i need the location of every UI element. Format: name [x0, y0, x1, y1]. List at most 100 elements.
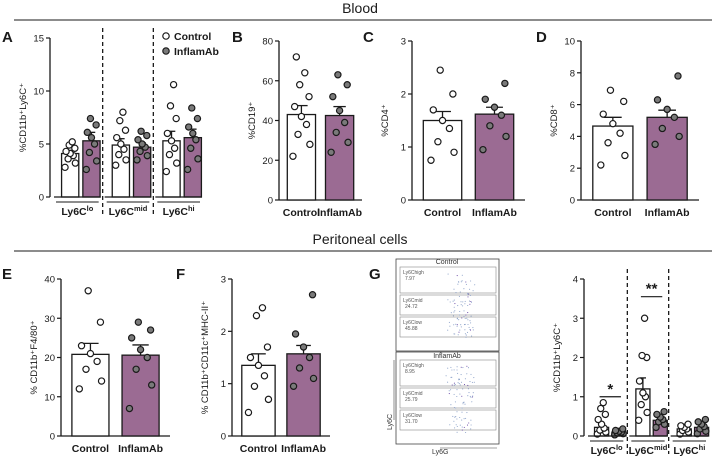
flow-event	[460, 366, 462, 368]
x-tick-label: InflamAb	[645, 207, 690, 219]
x-tick-label: Control	[594, 207, 631, 219]
y-tick-label: 15	[33, 34, 44, 45]
flow-event	[466, 331, 469, 333]
flow-event	[472, 329, 474, 331]
flow-event	[452, 300, 454, 302]
data-point	[87, 133, 96, 142]
data-point	[122, 156, 130, 164]
flow-event	[468, 326, 470, 328]
flow-event	[450, 404, 452, 406]
flow-event	[455, 407, 457, 409]
legend-inflamab-label: InflamAb	[174, 46, 219, 58]
data-point	[694, 418, 702, 426]
data-point	[125, 404, 134, 413]
flow-xlabel: Ly6G	[432, 449, 448, 456]
bar	[286, 353, 321, 437]
y-tick-label: 10	[33, 87, 44, 98]
flow-event	[463, 324, 466, 326]
flow-gate-label: Ly6Chigh	[403, 363, 424, 369]
data-point	[172, 159, 181, 167]
chart-C: 0 1 2 3 %CD4⁺ C Control InflamAb	[363, 29, 525, 219]
flow-event	[474, 284, 476, 286]
flow-event	[450, 312, 452, 314]
flow-event	[454, 416, 456, 418]
flow-event	[467, 312, 469, 314]
y-tick-label: 10	[564, 37, 575, 48]
flow-event	[464, 303, 466, 305]
flow-event	[463, 288, 465, 290]
data-point	[597, 404, 605, 413]
y-tick-label: 2	[401, 90, 406, 101]
data-point	[619, 425, 627, 433]
data-point	[68, 138, 76, 146]
x-tick-label: Control	[72, 443, 109, 455]
flow-event	[447, 273, 449, 275]
flow-event	[469, 381, 471, 383]
data-point	[162, 167, 171, 176]
data-point	[436, 66, 444, 74]
flow-event	[470, 315, 472, 317]
flow-event	[458, 382, 460, 385]
y-tick-label: 1	[573, 392, 578, 403]
flow-event	[457, 372, 459, 374]
flow-event	[471, 396, 474, 398]
y-tick-label: 30	[44, 314, 55, 325]
flow-event	[459, 393, 461, 395]
flow-event	[450, 376, 452, 378]
flow-event	[458, 331, 460, 333]
y-axis-label: % CD11b⁺F4/80⁺	[29, 320, 40, 394]
data-point	[329, 92, 337, 101]
data-point	[292, 53, 301, 61]
flow-event	[473, 381, 475, 383]
y-tick-label: 8	[570, 68, 575, 79]
flow-event	[461, 407, 463, 409]
flow-event	[472, 327, 474, 329]
flow-event	[458, 319, 460, 321]
flow-event	[456, 325, 458, 327]
data-point	[93, 357, 101, 366]
data-point	[334, 71, 342, 79]
x-tick-label: InflamAb	[472, 207, 517, 219]
data-point	[82, 165, 90, 174]
flow-event	[456, 366, 458, 368]
flow-event	[462, 301, 464, 303]
flow-event	[469, 395, 471, 397]
flow-event	[463, 418, 465, 420]
flow-event	[463, 384, 466, 386]
panel-letter: C	[363, 29, 374, 46]
flow-event	[466, 365, 468, 367]
data-point	[309, 374, 318, 383]
flow-event	[466, 424, 469, 426]
flow-event	[449, 424, 451, 426]
flow-event	[459, 291, 461, 293]
flow-event	[452, 415, 454, 417]
chart-E: 0 10 20 30 40 % CD11b⁺F4/80⁺ E Control InflamAb	[2, 266, 170, 455]
flow-event	[468, 422, 470, 424]
flow-event	[451, 384, 453, 386]
data-point	[61, 163, 69, 172]
flow-cytometry-plots: Control InflamAb Ly6G Ly6C Ly6Chigh7.97L…	[387, 258, 500, 456]
data-point	[344, 138, 352, 147]
y-axis-label: %CD19⁺	[247, 102, 258, 140]
flow-event	[469, 320, 471, 322]
flow-event	[453, 299, 455, 301]
data-point	[501, 79, 509, 88]
flow-event	[462, 305, 464, 307]
x-tick-label: InflamAb	[317, 207, 362, 219]
flow-gate-label: Ly6Cmid	[403, 298, 423, 304]
flow-event	[448, 321, 450, 323]
flow-event	[455, 416, 457, 418]
data-point	[121, 126, 130, 134]
flow-event	[473, 377, 475, 379]
data-point	[117, 140, 125, 148]
data-point	[438, 116, 447, 125]
flow-event	[453, 369, 455, 371]
flow-event	[468, 300, 471, 302]
flow-event	[466, 373, 468, 375]
flow-event	[460, 324, 462, 326]
flow-event	[470, 396, 472, 398]
data-point	[302, 120, 311, 129]
flow-event	[472, 395, 474, 397]
flow-event	[471, 335, 473, 337]
x-tick-label: InflamAb	[118, 443, 163, 455]
